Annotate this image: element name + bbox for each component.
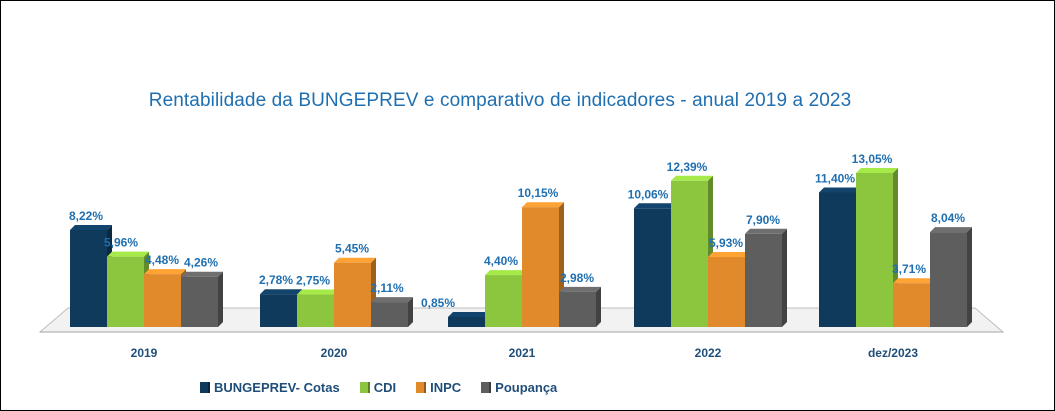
data-label-bungeprev-cotas-3: 10,06% [628, 187, 669, 201]
legend-item-poupanca: Poupança [481, 380, 557, 395]
legend-item-inpc: INPC [416, 380, 461, 395]
bar-top-bungeprev-cotas-1 [260, 289, 302, 295]
data-label-poupan-a-1: 2,11% [370, 281, 404, 295]
bar-top-poupan-a-1 [371, 297, 413, 303]
data-label-inpc-2: 10,15% [518, 186, 559, 200]
data-label-inpc-4: 3,71% [892, 262, 926, 276]
bar-bungeprev-cotas-0 [70, 230, 107, 327]
legend-swatch-inpc [416, 381, 427, 393]
bar-poupan-a-3 [745, 233, 782, 327]
bar-bungeprev-cotas-3 [634, 208, 671, 327]
bar-top-cdi-2 [485, 270, 527, 276]
x-tick-label-4: dez/2023 [868, 346, 918, 360]
legend-swatch-bungeprev [200, 381, 210, 393]
bar-top-cdi-3 [671, 175, 713, 181]
bar-top-bungeprev-cotas-4 [819, 187, 861, 193]
x-tick-label-2: 2021 [509, 346, 536, 360]
chart-legend: BUNGEPREV- Cotas CDI INPC Poupança [200, 377, 557, 397]
data-label-poupan-a-2: 2,98% [560, 271, 594, 285]
bar-inpc-4 [893, 283, 930, 327]
bar-cdi-3 [671, 180, 708, 327]
data-label-poupan-a-0: 4,26% [184, 256, 218, 270]
data-label-poupan-a-4: 8,04% [931, 211, 965, 225]
bar-inpc-1 [334, 262, 371, 327]
data-label-inpc-0: 4,48% [145, 253, 179, 267]
bar-top-cdi-0 [107, 251, 149, 257]
legend-swatch-cdi [359, 381, 370, 393]
legend-label-bungeprev: BUNGEPREV- Cotas [214, 379, 340, 395]
bar-cdi-2 [485, 275, 522, 327]
data-label-poupan-a-3: 7,90% [746, 213, 780, 227]
data-label-cdi-2: 4,40% [484, 254, 518, 268]
bar-bungeprev-cotas-4 [819, 192, 856, 327]
bar-side-poupan-a-1 [408, 297, 413, 327]
bar-top-inpc-1 [334, 257, 376, 263]
bar-top-poupan-a-4 [930, 227, 972, 233]
bar-cdi-4 [856, 173, 893, 327]
bar-side-poupan-a-4 [967, 227, 972, 327]
bar-side-poupan-a-2 [596, 286, 601, 327]
bar-top-cdi-4 [856, 168, 898, 174]
data-label-inpc-3: 5,93% [709, 236, 743, 250]
bar-top-poupan-a-2 [559, 286, 601, 292]
x-tick-label-3: 2022 [695, 346, 722, 360]
bar-cdi-0 [107, 256, 144, 327]
data-label-cdi-1: 2,75% [296, 274, 330, 288]
bar-top-cdi-1 [297, 289, 339, 295]
bar-top-inpc-0 [144, 269, 186, 275]
legend-label-inpc: INPC [430, 379, 462, 395]
bar-inpc-2 [522, 207, 559, 327]
legend-item-bungeprev: BUNGEPREV- Cotas [200, 380, 340, 395]
bar-side-poupan-a-3 [782, 228, 787, 327]
bar-top-bungeprev-cotas-0 [70, 225, 112, 231]
bar-poupan-a-1 [371, 302, 408, 327]
bar-top-inpc-4 [893, 278, 935, 284]
bar-cdi-1 [297, 294, 334, 327]
data-label-cdi-3: 12,39% [667, 160, 708, 174]
legend-label-cdi: CDI [373, 379, 397, 395]
bar-top-poupan-a-0 [181, 271, 223, 277]
data-label-cdi-4: 13,05% [852, 152, 893, 166]
bar-top-inpc-2 [522, 202, 564, 208]
x-tick-label-0: 2019 [131, 346, 158, 360]
legend-label-poupanca: Poupança [495, 379, 558, 395]
bar-poupan-a-0 [181, 276, 218, 327]
bar-bungeprev-cotas-1 [260, 294, 297, 327]
legend-item-cdi: CDI [359, 379, 397, 395]
bar-top-poupan-a-3 [745, 228, 787, 234]
x-tick-label-1: 2020 [321, 346, 348, 360]
bar-poupan-a-4 [930, 232, 967, 327]
data-label-bungeprev-cotas-4: 11,40% [815, 171, 855, 185]
bar-poupan-a-2 [559, 291, 596, 327]
data-label-bungeprev-cotas-1: 2,78% [259, 273, 293, 287]
data-label-cdi-0: 5,96% [104, 236, 138, 250]
legend-swatch-poupanca [481, 381, 492, 393]
bar-top-inpc-3 [708, 252, 750, 258]
bar-top-bungeprev-cotas-2 [448, 311, 490, 317]
bar-inpc-3 [708, 257, 745, 327]
chart-title: Rentabilidade da BUNGEPREV e comparativo… [148, 90, 852, 111]
bar-side-poupan-a-0 [218, 271, 223, 327]
bar-bungeprev-cotas-2 [448, 316, 485, 327]
data-label-bungeprev-cotas-2: 0,85% [421, 296, 455, 310]
bar-top-bungeprev-cotas-3 [634, 203, 676, 209]
data-label-inpc-1: 5,45% [335, 242, 369, 256]
bar-inpc-0 [144, 274, 181, 327]
data-label-bungeprev-cotas-0: 8,22% [69, 209, 103, 223]
